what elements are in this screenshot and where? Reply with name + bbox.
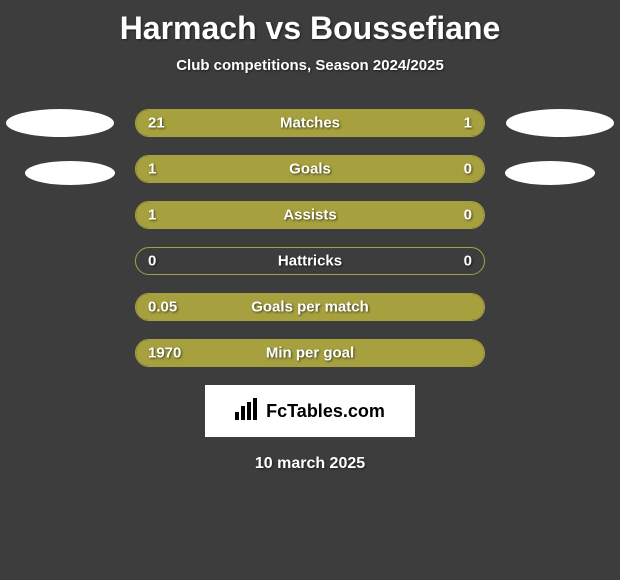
logo: FcTables.com — [235, 398, 385, 425]
stat-value-right: 0 — [464, 207, 472, 224]
stat-value-left: 1 — [148, 161, 156, 178]
stat-value-left: 0 — [148, 253, 156, 270]
page-title: Harmach vs Boussefiane — [0, 0, 620, 47]
stat-label: Goals per match — [251, 299, 369, 316]
stat-label: Hattricks — [278, 253, 342, 270]
logo-box: FcTables.com — [205, 385, 415, 437]
stat-value-left: 1 — [148, 207, 156, 224]
stat-row: 1970 Min per goal — [135, 339, 485, 367]
logo-text: FcTables.com — [266, 401, 385, 422]
stat-label: Assists — [283, 207, 336, 224]
bar-right — [432, 202, 484, 228]
stat-value-left: 1970 — [148, 345, 181, 362]
stat-row: 1 Assists 0 — [135, 201, 485, 229]
player-right-ellipse-1 — [506, 109, 614, 137]
stat-label: Matches — [280, 115, 340, 132]
player-left-ellipse-2 — [25, 161, 115, 185]
stat-value-right: 0 — [464, 161, 472, 178]
date-text: 10 march 2025 — [0, 455, 620, 473]
stat-label: Goals — [289, 161, 331, 178]
stats-container: 21 Matches 1 1 Goals 0 1 Assists 0 0 Hat… — [0, 109, 620, 367]
logo-bars-icon — [235, 398, 261, 425]
player-left-ellipse-1 — [6, 109, 114, 137]
stat-value-left: 21 — [148, 115, 165, 132]
stat-value-right: 0 — [464, 253, 472, 270]
stat-row: 1 Goals 0 — [135, 155, 485, 183]
stat-label: Min per goal — [266, 345, 354, 362]
stat-row: 21 Matches 1 — [135, 109, 485, 137]
bar-right — [432, 110, 484, 136]
stat-row: 0 Hattricks 0 — [135, 247, 485, 275]
bar-right — [432, 156, 484, 182]
bar-left — [136, 156, 432, 182]
stat-value-left: 0.05 — [148, 299, 177, 316]
stat-row: 0.05 Goals per match — [135, 293, 485, 321]
subtitle: Club competitions, Season 2024/2025 — [0, 57, 620, 74]
player-right-ellipse-2 — [505, 161, 595, 185]
stat-value-right: 1 — [464, 115, 472, 132]
